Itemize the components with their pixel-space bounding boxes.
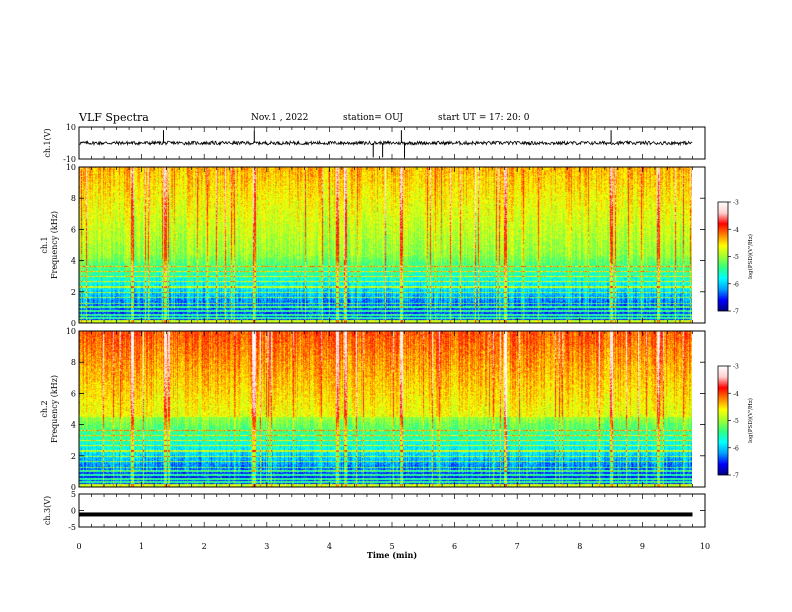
ytick-1-3: 4 xyxy=(71,257,76,266)
ytick-1-1: 8 xyxy=(71,194,76,203)
ytick-2-5: 0 xyxy=(71,483,76,492)
ytick-2-0: 10 xyxy=(66,327,76,336)
ytick-1-5: 0 xyxy=(71,319,76,328)
ytick-2-1: 8 xyxy=(71,358,76,367)
start-ut-value: 17: 20: 0 xyxy=(489,113,530,123)
chart-title: VLF Spectra xyxy=(79,111,149,124)
xtick-4: 4 xyxy=(327,542,332,551)
ch2-spec-ylabel-1: ch.2 xyxy=(40,400,49,417)
colorbar-1-tick-0: -3 xyxy=(733,200,739,207)
colorbar-2-tick-0: -3 xyxy=(733,364,739,371)
xtick-3: 3 xyxy=(264,542,269,551)
colorbar-2-tick-2: -5 xyxy=(733,418,739,425)
colorbar-2-tick-3: -6 xyxy=(733,445,739,452)
date-label: Nov.1 , 2022 xyxy=(251,113,309,123)
ytick-2-3: 4 xyxy=(71,421,76,430)
colorbar-2 xyxy=(717,365,729,476)
ch1-waveform-trace xyxy=(78,139,693,147)
ch3-waveform-ylabel: ch.3(V) xyxy=(43,496,52,525)
ytick-1-0: 10 xyxy=(66,163,76,172)
colorbar-1-tick-2: -5 xyxy=(733,254,739,261)
ytick-2-2: 6 xyxy=(71,389,76,398)
ch2-spectrogram-image xyxy=(79,331,692,487)
x-axis-title: Time (min) xyxy=(367,550,417,560)
ytick-1-4: 2 xyxy=(71,288,76,297)
colorbar-2-label: log(PSD)(V²/Hz) xyxy=(747,398,754,443)
xtick-7: 7 xyxy=(515,542,520,551)
xtick-1: 1 xyxy=(139,542,144,551)
colorbar-2-tick-1: -4 xyxy=(733,391,739,398)
xtick-6: 6 xyxy=(452,542,457,551)
xtick-8: 8 xyxy=(577,542,582,551)
start-ut-label: start UT = xyxy=(438,113,487,123)
xtick-5: 5 xyxy=(389,542,394,551)
colorbar-1-tick-3: -6 xyxy=(733,281,739,288)
ytick-3-1: 0 xyxy=(71,507,76,516)
xtick-0: 0 xyxy=(76,542,81,551)
ch2-spec-ylabel-2: Frequency (kHz) xyxy=(50,375,59,443)
xtick-10: 10 xyxy=(700,542,710,551)
ch1-waveform-ylabel: ch.1(V) xyxy=(43,128,52,157)
colorbar-1-tick-4: -7 xyxy=(733,309,739,316)
xtick-2: 2 xyxy=(202,542,207,551)
ch1-spec-ylabel-1: ch.1 xyxy=(40,236,49,253)
ytick-0-0: 10 xyxy=(66,123,76,132)
ch3-waveform-trace xyxy=(79,512,693,517)
ytick-3-0: 5 xyxy=(71,490,76,499)
station-label: station= OUJ xyxy=(343,113,404,123)
ytick-3-2: -5 xyxy=(68,523,76,532)
ch1-spec-ylabel-2: Frequency (kHz) xyxy=(50,211,59,279)
xtick-9: 9 xyxy=(640,542,645,551)
colorbar-1 xyxy=(717,201,729,312)
colorbar-1-label: log(PSD)(V²/Hz) xyxy=(747,234,754,279)
ytick-0-1: -10 xyxy=(63,155,76,164)
colorbar-1-tick-1: -4 xyxy=(733,227,739,234)
ytick-1-2: 6 xyxy=(71,225,76,234)
colorbar-2-tick-4: -7 xyxy=(733,473,739,480)
ytick-2-4: 2 xyxy=(71,452,76,461)
ch1-spectrogram-image xyxy=(79,167,692,323)
